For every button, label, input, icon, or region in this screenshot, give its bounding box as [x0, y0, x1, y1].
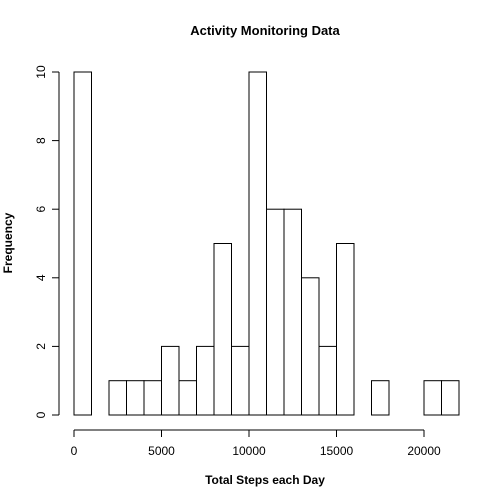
histogram-bar [231, 345, 250, 416]
bars-layer [73, 71, 460, 416]
histogram-bar [283, 208, 302, 416]
x-axis-title: Total Steps each Day [205, 473, 325, 487]
y-axis-title: Frequency [1, 212, 15, 273]
histogram-bar [178, 380, 197, 416]
histogram-bar [108, 380, 127, 416]
histogram-bar [161, 345, 180, 416]
histogram-bar [248, 71, 267, 416]
y-tick-label: 8 [34, 137, 48, 144]
histogram-bar [213, 243, 232, 416]
histogram-bar [73, 71, 92, 416]
histogram-bar [318, 345, 337, 416]
y-tick-label: 0 [34, 411, 48, 418]
y-tick-label: 4 [34, 274, 48, 281]
y-tick-label: 6 [34, 206, 48, 213]
histogram-bar [336, 243, 355, 416]
histogram-bar [266, 208, 285, 416]
histogram-bar [196, 345, 215, 416]
x-tick-label: 15000 [320, 444, 354, 458]
chart-title: Activity Monitoring Data [190, 23, 340, 38]
x-axis: 0 5000 10000 15000 20000 [71, 429, 441, 458]
y-tick-label: 10 [34, 65, 48, 79]
x-tick-label: 5000 [148, 444, 175, 458]
x-tick-label: 20000 [407, 444, 441, 458]
histogram-bar [371, 380, 390, 416]
y-tick-label: 2 [34, 343, 48, 350]
histogram-bar [126, 380, 145, 416]
histogram-bar [441, 380, 460, 416]
y-axis: 0 2 4 6 8 10 [34, 65, 60, 418]
histogram-bar [423, 380, 442, 416]
x-tick-label: 10000 [232, 444, 266, 458]
x-tick-label: 0 [71, 444, 78, 458]
histogram-bar [143, 380, 162, 416]
histogram-bar [301, 277, 320, 416]
